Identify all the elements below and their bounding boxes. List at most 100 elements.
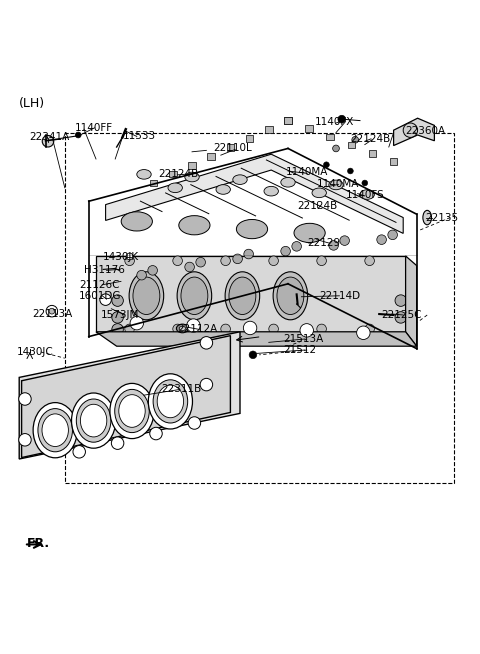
Ellipse shape [72, 393, 116, 448]
Circle shape [111, 437, 124, 449]
Circle shape [357, 326, 370, 339]
Polygon shape [390, 158, 397, 165]
Circle shape [112, 312, 123, 323]
Ellipse shape [264, 186, 278, 196]
Text: 22125C: 22125C [382, 310, 422, 320]
Circle shape [46, 305, 58, 317]
Ellipse shape [76, 399, 111, 442]
Text: 1573JM: 1573JM [101, 310, 139, 320]
Polygon shape [227, 144, 234, 150]
Ellipse shape [177, 324, 188, 333]
Circle shape [233, 254, 242, 264]
Circle shape [352, 137, 359, 143]
Polygon shape [284, 117, 292, 124]
Circle shape [365, 324, 374, 334]
Circle shape [19, 434, 31, 446]
Polygon shape [188, 162, 196, 169]
Circle shape [269, 256, 278, 266]
Circle shape [365, 256, 374, 266]
Circle shape [112, 324, 123, 335]
Circle shape [348, 168, 353, 174]
Ellipse shape [181, 277, 208, 315]
Polygon shape [96, 256, 406, 332]
Ellipse shape [225, 272, 260, 320]
Ellipse shape [33, 403, 77, 458]
Text: 1430JK: 1430JK [103, 252, 139, 262]
Text: 22110L: 22110L [214, 143, 252, 154]
Ellipse shape [121, 212, 152, 231]
Polygon shape [96, 332, 417, 346]
Polygon shape [348, 142, 355, 148]
Ellipse shape [177, 272, 212, 320]
Circle shape [200, 337, 213, 349]
Circle shape [148, 266, 157, 275]
Text: 22311B: 22311B [161, 385, 201, 394]
Text: 11533: 11533 [122, 131, 156, 141]
Text: 21126C: 21126C [79, 280, 120, 290]
Ellipse shape [423, 211, 432, 225]
Ellipse shape [216, 184, 230, 194]
Circle shape [305, 233, 314, 243]
Circle shape [125, 256, 134, 266]
Circle shape [388, 230, 397, 239]
Ellipse shape [137, 169, 151, 179]
Text: H31176: H31176 [84, 266, 125, 275]
Circle shape [19, 393, 31, 405]
Circle shape [377, 235, 386, 245]
Circle shape [292, 241, 301, 251]
Circle shape [126, 253, 133, 260]
Ellipse shape [229, 277, 256, 315]
Text: 22341A: 22341A [29, 132, 69, 143]
Circle shape [130, 317, 144, 330]
Text: 21513A: 21513A [283, 334, 324, 344]
Circle shape [340, 236, 349, 245]
Circle shape [317, 256, 326, 266]
Text: 22129: 22129 [307, 238, 340, 248]
Polygon shape [305, 126, 313, 132]
Text: FR.: FR. [26, 538, 49, 551]
Ellipse shape [129, 272, 164, 320]
Ellipse shape [133, 277, 160, 315]
Ellipse shape [148, 374, 192, 429]
Polygon shape [207, 153, 215, 160]
Ellipse shape [360, 190, 374, 199]
Circle shape [187, 319, 200, 332]
Circle shape [200, 379, 213, 391]
Text: 1140FS: 1140FS [346, 190, 384, 200]
Text: 1140MA: 1140MA [317, 179, 359, 189]
Circle shape [100, 294, 111, 305]
Text: 22112A: 22112A [178, 324, 218, 334]
Circle shape [137, 270, 146, 280]
Text: 22113A: 22113A [33, 309, 73, 319]
Polygon shape [150, 180, 157, 186]
Ellipse shape [236, 220, 267, 239]
Circle shape [196, 258, 205, 267]
Circle shape [281, 247, 290, 256]
Polygon shape [246, 135, 253, 142]
Text: 21512: 21512 [283, 345, 316, 354]
Polygon shape [22, 336, 230, 458]
Circle shape [73, 445, 85, 458]
Circle shape [403, 123, 418, 137]
Polygon shape [369, 150, 376, 156]
Text: 22124B: 22124B [298, 201, 338, 211]
Ellipse shape [179, 216, 210, 235]
Circle shape [173, 256, 182, 266]
Ellipse shape [180, 326, 185, 331]
Ellipse shape [185, 172, 199, 182]
Circle shape [324, 162, 329, 167]
Ellipse shape [38, 409, 72, 452]
Circle shape [42, 135, 54, 147]
Polygon shape [106, 154, 403, 233]
Circle shape [269, 324, 278, 334]
Circle shape [150, 427, 162, 439]
Circle shape [333, 145, 339, 152]
Circle shape [338, 115, 346, 123]
Circle shape [329, 241, 338, 250]
Polygon shape [406, 256, 417, 346]
Ellipse shape [157, 385, 183, 418]
Ellipse shape [168, 183, 182, 192]
Circle shape [317, 324, 326, 334]
Ellipse shape [277, 277, 304, 315]
Circle shape [75, 132, 81, 138]
